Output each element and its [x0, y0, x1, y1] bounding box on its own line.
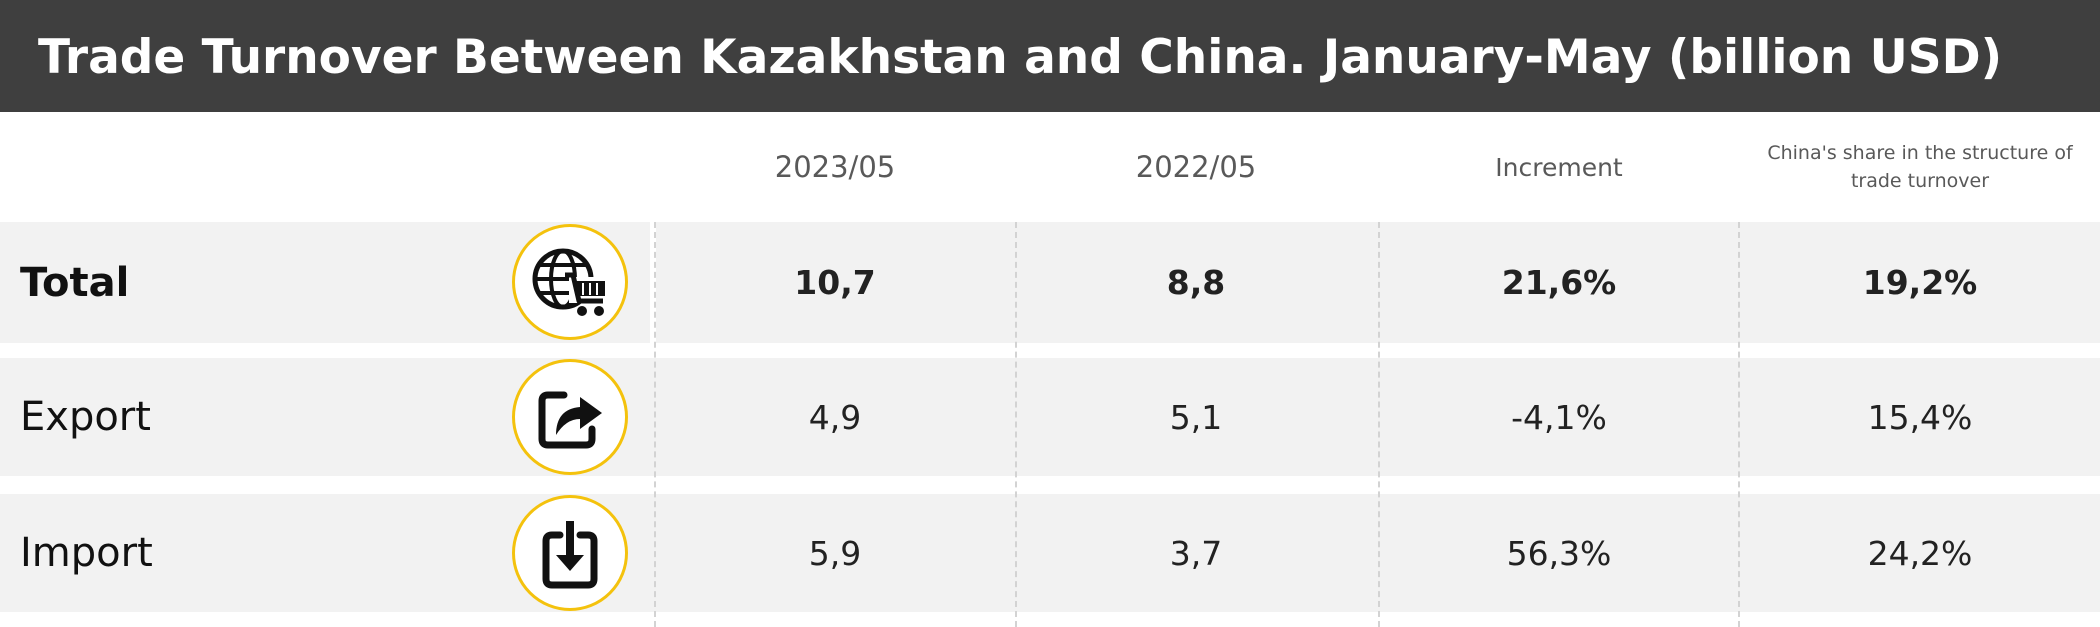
cell-export-increment: -4,1% — [1511, 397, 1607, 437]
row-background — [0, 494, 2100, 612]
column-header-china-share: China's share in the structure of trade … — [1767, 142, 2073, 192]
table-row-import: Import 5,9 3,7 56,3% 24,2% — [0, 494, 2100, 612]
row-label-export: Export — [20, 394, 151, 440]
title-bar: Trade Turnover Between Kazakhstan and Ch… — [0, 0, 2100, 112]
row-background — [0, 358, 2100, 476]
table-row-export: Export 4,9 5,1 -4,1% 15,4% — [0, 358, 2100, 476]
export-arrow-icon — [512, 359, 628, 475]
column-header-2022: 2022/05 — [1135, 150, 1257, 184]
column-divider — [1015, 222, 1017, 627]
column-divider — [1378, 222, 1380, 627]
column-header-increment: Increment — [1495, 152, 1623, 182]
column-divider — [654, 222, 656, 627]
cell-export-2023: 4,9 — [808, 397, 862, 437]
cell-import-increment: 56,3% — [1506, 533, 1612, 573]
cell-export-share: 15,4% — [1867, 397, 1973, 437]
cell-import-2023: 5,9 — [808, 533, 862, 573]
cell-total-2023: 10,7 — [794, 263, 876, 302]
column-divider — [1738, 222, 1740, 627]
cell-import-2022: 3,7 — [1169, 533, 1223, 573]
globe-cart-icon — [512, 224, 628, 340]
cell-total-share: 19,2% — [1862, 263, 1978, 302]
chart-title: Trade Turnover Between Kazakhstan and Ch… — [38, 30, 2003, 85]
cell-import-share: 24,2% — [1867, 533, 1973, 573]
row-label-import: Import — [20, 530, 153, 576]
import-arrow-icon — [512, 495, 628, 611]
cell-total-increment: 21,6% — [1501, 263, 1617, 302]
row-label-total: Total — [20, 259, 130, 306]
cell-total-2022: 8,8 — [1166, 263, 1226, 302]
column-header-2023: 2023/05 — [774, 150, 896, 184]
table-row-total: Total 10,7 8,8 21,6% 19,2% — [0, 222, 2100, 343]
cell-export-2022: 5,1 — [1169, 397, 1223, 437]
